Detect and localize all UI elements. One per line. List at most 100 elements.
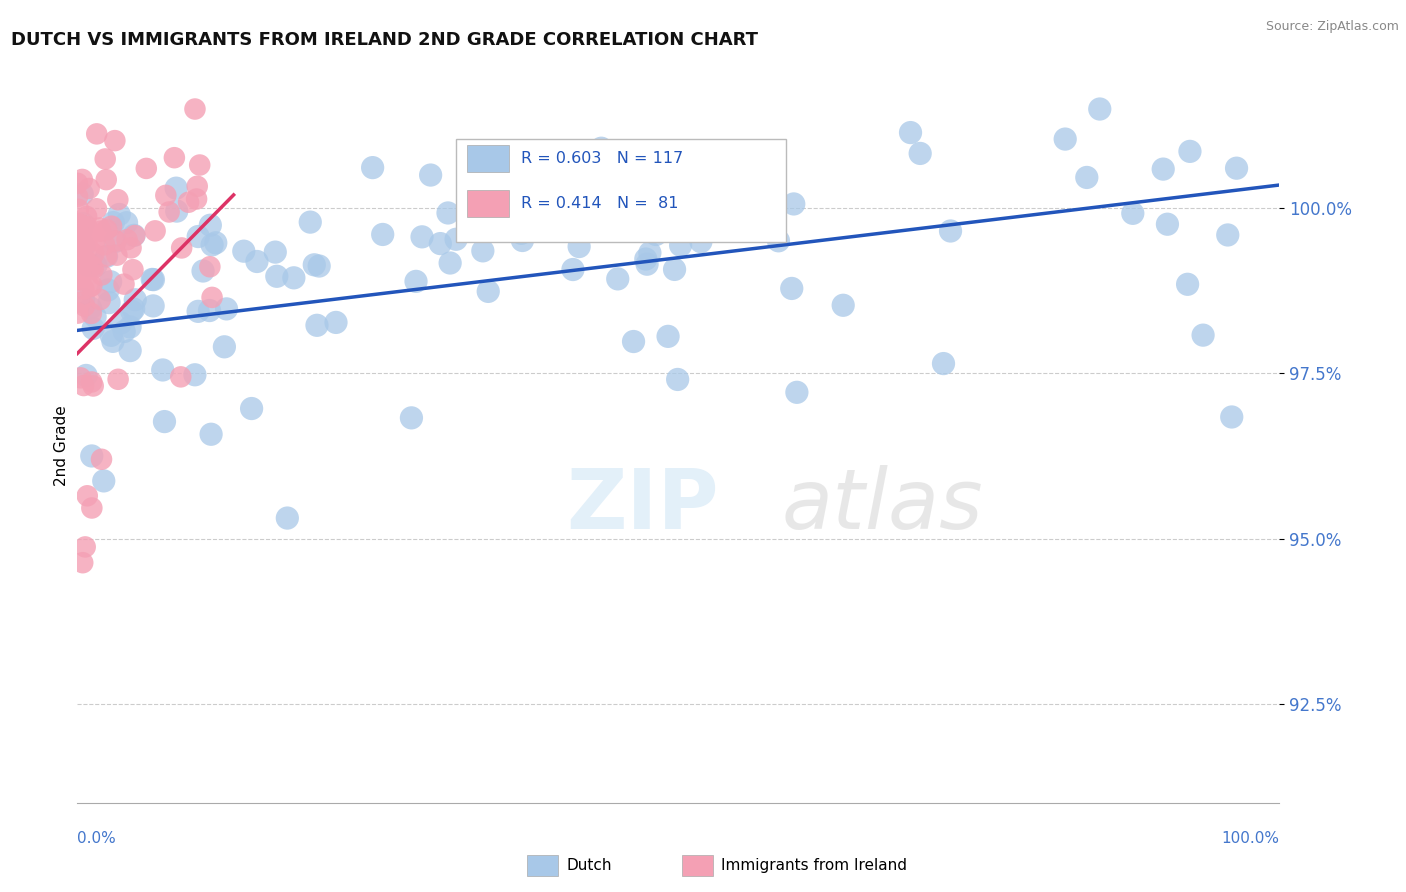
- Point: [69, 260, 91, 275]
- Point: [690, 235, 713, 249]
- Point: [67, 273, 90, 287]
- Point: [89, 224, 111, 238]
- Point: [325, 315, 347, 329]
- Point: [780, 281, 803, 295]
- Point: [104, 235, 127, 249]
- Point: [1225, 161, 1247, 176]
- Point: [411, 230, 433, 244]
- Point: [276, 511, 298, 525]
- Point: [187, 304, 209, 318]
- Point: [1220, 409, 1243, 424]
- Point: [666, 372, 689, 386]
- Point: [76, 240, 98, 254]
- Point: [405, 274, 427, 288]
- Point: [401, 410, 423, 425]
- Point: [439, 256, 461, 270]
- Point: [568, 239, 591, 253]
- Point: [80, 278, 103, 293]
- Point: [900, 126, 922, 140]
- Point: [72, 172, 94, 186]
- Point: [86, 202, 108, 216]
- Point: [76, 233, 98, 247]
- Point: [215, 301, 238, 316]
- Y-axis label: 2nd Grade: 2nd Grade: [53, 406, 69, 486]
- Point: [77, 181, 100, 195]
- Point: [908, 146, 931, 161]
- Point: [198, 260, 221, 274]
- Point: [141, 272, 163, 286]
- Point: [200, 427, 222, 442]
- Point: [200, 218, 222, 232]
- Point: [66, 217, 89, 231]
- Point: [84, 310, 107, 324]
- Point: [96, 249, 118, 263]
- Point: [70, 244, 93, 258]
- Point: [657, 329, 679, 343]
- Point: [70, 187, 93, 202]
- Text: Immigrants from Ireland: Immigrants from Ireland: [721, 858, 907, 872]
- Point: [623, 334, 645, 349]
- Point: [107, 193, 129, 207]
- Point: [932, 357, 955, 371]
- Point: [73, 282, 96, 296]
- Point: [645, 205, 668, 219]
- Point: [90, 452, 112, 467]
- Point: [591, 141, 613, 155]
- Point: [142, 272, 165, 286]
- Point: [184, 368, 207, 382]
- Point: [669, 238, 692, 252]
- Point: [103, 216, 125, 230]
- Point: [96, 249, 118, 263]
- Point: [474, 185, 496, 199]
- Point: [82, 321, 104, 335]
- Point: [283, 270, 305, 285]
- Point: [80, 449, 103, 463]
- Point: [1054, 132, 1077, 146]
- Point: [100, 275, 122, 289]
- Point: [104, 134, 127, 148]
- Point: [120, 241, 142, 255]
- Point: [299, 215, 322, 229]
- Point: [90, 268, 112, 282]
- Point: [84, 234, 107, 248]
- Point: [1178, 145, 1201, 159]
- Point: [308, 259, 330, 273]
- Text: R = 0.603   N = 117: R = 0.603 N = 117: [520, 152, 683, 166]
- Point: [186, 179, 208, 194]
- Point: [634, 252, 657, 266]
- Point: [70, 269, 93, 284]
- Point: [561, 262, 583, 277]
- Point: [69, 272, 91, 286]
- Point: [120, 320, 142, 334]
- Text: R = 0.414   N =  81: R = 0.414 N = 81: [520, 196, 678, 211]
- Point: [112, 277, 135, 292]
- Text: Dutch: Dutch: [567, 858, 612, 872]
- Point: [184, 102, 207, 116]
- Point: [66, 177, 89, 191]
- Point: [75, 540, 97, 554]
- Point: [96, 223, 118, 237]
- Point: [1152, 162, 1174, 177]
- Point: [163, 151, 186, 165]
- Point: [73, 293, 96, 307]
- Point: [70, 250, 93, 264]
- Point: [201, 290, 224, 304]
- Point: [166, 204, 188, 219]
- Point: [153, 415, 176, 429]
- Point: [104, 234, 127, 248]
- Point: [121, 304, 143, 318]
- Point: [305, 318, 328, 333]
- Point: [191, 264, 214, 278]
- Point: [73, 299, 96, 313]
- Point: [67, 202, 90, 217]
- Point: [70, 223, 93, 237]
- Point: [596, 207, 619, 221]
- Point: [598, 211, 620, 225]
- Point: [768, 234, 790, 248]
- Point: [142, 299, 165, 313]
- Point: [89, 221, 111, 235]
- Text: DUTCH VS IMMIGRANTS FROM IRELAND 2ND GRADE CORRELATION CHART: DUTCH VS IMMIGRANTS FROM IRELAND 2ND GRA…: [11, 31, 758, 49]
- Point: [115, 233, 138, 247]
- Point: [80, 375, 103, 389]
- Point: [512, 234, 534, 248]
